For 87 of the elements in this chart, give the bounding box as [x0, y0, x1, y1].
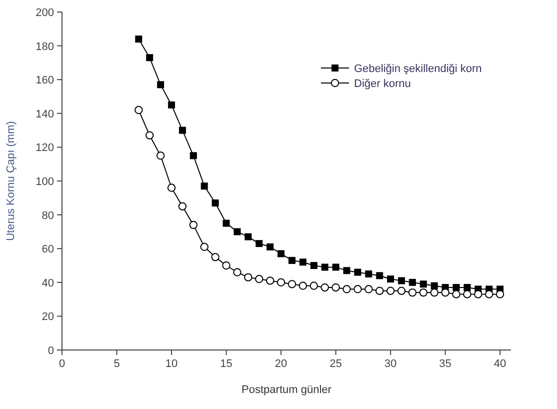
point — [146, 54, 154, 62]
point — [310, 282, 318, 290]
point — [321, 264, 328, 271]
point — [452, 290, 460, 298]
point — [134, 106, 143, 114]
x-tick-label: 35 — [439, 358, 452, 370]
point — [178, 202, 187, 210]
x-tick-label: 15 — [220, 358, 232, 370]
x-tick-label: 10 — [165, 358, 178, 370]
point — [343, 267, 350, 274]
point — [288, 256, 296, 264]
point — [310, 262, 318, 269]
point — [157, 81, 164, 88]
point — [135, 36, 142, 43]
point — [320, 283, 329, 292]
point — [256, 240, 263, 248]
point — [146, 131, 154, 140]
point — [222, 220, 230, 227]
y-tick-label: 140 — [36, 108, 54, 120]
legend-label: Gebeliğin şekillendiği korn — [354, 63, 482, 75]
point — [408, 278, 416, 286]
y-tick-label: 40 — [42, 277, 54, 290]
point — [178, 126, 186, 134]
x-axis-title: Postpartum günler — [242, 384, 332, 396]
y-tick-label: 200 — [36, 7, 54, 19]
point — [408, 288, 417, 297]
point — [212, 199, 219, 206]
point — [474, 290, 482, 298]
point — [200, 182, 208, 190]
point — [365, 270, 372, 278]
point — [464, 284, 471, 291]
y-tick-label: 0 — [48, 345, 54, 357]
y-tick-label: 20 — [42, 311, 54, 324]
y-tick-label: 160 — [36, 74, 54, 87]
x-tick-label: 5 — [114, 358, 120, 370]
y-tick-label: 60 — [42, 244, 54, 256]
point — [168, 101, 176, 108]
point — [190, 152, 197, 160]
point — [354, 285, 362, 294]
point — [375, 286, 384, 295]
point — [386, 286, 395, 295]
point — [255, 274, 264, 284]
point — [200, 242, 208, 252]
point — [496, 290, 504, 298]
point — [419, 288, 428, 297]
point — [354, 268, 362, 276]
point — [299, 258, 306, 266]
point — [463, 290, 472, 298]
x-tick-label: 20 — [274, 358, 288, 370]
point — [430, 288, 438, 297]
point — [189, 220, 198, 230]
point — [276, 278, 286, 286]
point — [376, 272, 384, 280]
point — [278, 250, 285, 258]
point — [452, 284, 460, 291]
point — [430, 282, 438, 290]
point — [244, 273, 252, 282]
point — [387, 276, 394, 283]
point — [266, 276, 274, 285]
point — [167, 184, 176, 192]
y-tick-label: 100 — [36, 176, 54, 188]
point — [420, 280, 427, 288]
point — [398, 277, 405, 284]
point — [156, 152, 165, 160]
x-tick-label: 25 — [330, 358, 342, 370]
point — [234, 228, 241, 236]
y-tick-label: 180 — [36, 40, 54, 53]
point — [266, 243, 274, 250]
point — [332, 264, 340, 271]
y-tick-label: 80 — [42, 210, 54, 222]
point — [397, 286, 406, 295]
point — [222, 261, 230, 270]
point — [298, 282, 308, 290]
point — [288, 280, 296, 288]
point — [332, 283, 340, 292]
x-tick-label: 30 — [384, 358, 397, 370]
point — [342, 285, 351, 294]
x-tick-label: 40 — [494, 358, 506, 370]
point — [364, 285, 373, 294]
y-axis-title: Uterus Kornu Çapı (mm) — [5, 121, 17, 241]
point — [233, 268, 242, 276]
legend-label: Diğer kornu — [354, 78, 411, 90]
x-tick-label: 0 — [58, 358, 66, 370]
y-tick-label: 120 — [36, 142, 54, 154]
point — [211, 252, 220, 262]
point — [244, 233, 252, 240]
point — [485, 290, 494, 298]
